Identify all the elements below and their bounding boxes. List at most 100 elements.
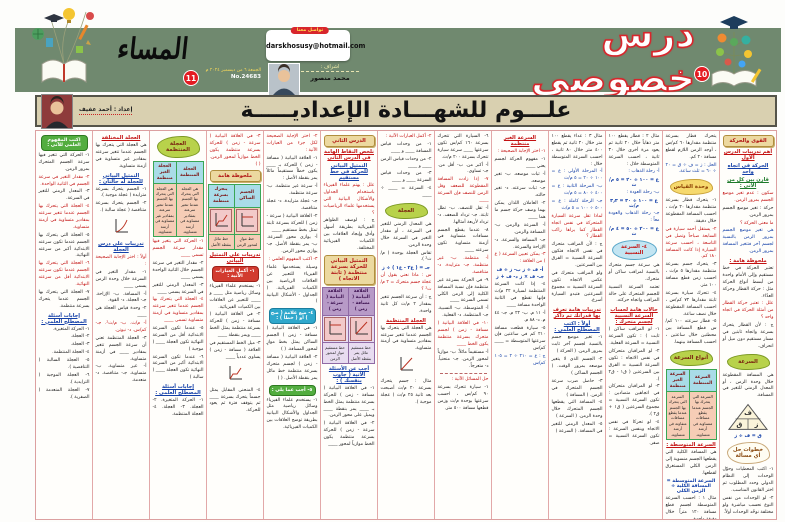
graph-caption-cell: خط مستقيم موازٍ لمحور الزمن xyxy=(321,342,349,364)
text-line: أ- أكبر من. ب- أقل من. جـ- تساوي. xyxy=(437,162,489,175)
body-column-6: ٦- السيارة التي تتحرك بسرعة ١٦٠ كم/س تكو… xyxy=(434,131,491,519)
red-heading: تدريبات على التمثيل البياني xyxy=(209,251,261,264)
graph-table-header-cell: العلاقة البيانية ( مسافة - زمن ) xyxy=(347,286,375,316)
blue-heading: أولاً : اكتب المصطلح العلمي : xyxy=(554,321,600,334)
formula-text: جـ- ف × ز د- ف + ز xyxy=(496,275,544,281)
text-line: يتحرك قطار بسرعة منتظمة مقدارها ٦٠ كم/س … xyxy=(665,134,717,160)
text-line: ٢- العجلة. xyxy=(70,334,90,340)
red-pill-label: ١- أكمل العبارات الآتية : xyxy=(211,265,259,282)
flying-books-illustration xyxy=(32,8,94,83)
table-header-cell: العجلة الغير منتظمة xyxy=(152,160,177,185)
contact-label: تواصل معنا xyxy=(290,27,330,34)
supervision-label: اشراف : xyxy=(301,64,359,72)
text-line: ١- مفهوم الحركة لجسم يعني ____ xyxy=(494,156,546,169)
comparison-table: السرعة المنتظمة السرعة الغير منتظمة السرعة… xyxy=(665,369,717,440)
answer-text: ب- رحلة العودة : xyxy=(626,190,660,196)
svg-text:ق: ق xyxy=(736,421,742,429)
green-pill-label: ٥- أجب عما يلي : xyxy=(268,384,316,396)
text-line: ٣- المعدل الزمني للتغير في السرعة يسمى _… xyxy=(152,282,204,295)
answer-text: ج : ع = ٢١٠ ÷ ٢ = ١٠٥ كم/س xyxy=(494,354,546,367)
text-line: أ- السرعة والزمن. ب- المسافة والزمن. xyxy=(494,222,546,235)
issue-date: الجمعة ٦ من ديسمبر ٢٠٢٤ م xyxy=(205,68,261,73)
contact-email[interactable]: darskhosusy@hotmail.com xyxy=(266,42,366,50)
graph-table: العلاقة البيانية ( مسافة - زمن ) العلاقة … xyxy=(321,286,375,364)
question-text: ٢- مقدار التغير في سرعة الجسم في الثانية… xyxy=(38,174,90,187)
text-line: ٣- من وحدات قياس السرعة ____ و ____ xyxy=(380,171,432,184)
text-line: ٤- العجلة المنتظمة. xyxy=(52,350,90,356)
text-line: ٦- السيارة التي تتحرك بسرعة ١٦٠ كم/س تكو… xyxy=(437,134,489,160)
text-line: تقاس العجلة بوحدة ( م/ث² ). xyxy=(380,250,432,263)
text-line: جـ- المسافة والسرعة. د- الإزاحة والسرعة. xyxy=(494,237,546,250)
question-text: لماذا تقل سرعة السيارة المتحركة في نفس ا… xyxy=(551,213,603,240)
author-name: إعداد : أحمد عفيف xyxy=(79,107,133,115)
question-text: ٧- إذا زادت المسافة المقطوعة للضعف وقل ا… xyxy=(437,177,489,204)
section-label-box: القوى والحركة xyxy=(722,135,774,147)
formula-text: أ- ف ÷ ز ب- ز ÷ ف xyxy=(496,268,544,274)
text-line: ٤- تتحرك سيارة بسرعة ثابتة مقدارها ٧٢ كم… xyxy=(665,290,717,317)
text-line: تعتمد السرعة النسبية للجسم المتحرك على ح… xyxy=(608,284,660,304)
text-line: ٥- العجلة التي يتحرك بها الجسم عندما تكو… xyxy=(38,232,90,259)
table-cell: السرعة التي يتحرك بها الجسم عندما يقطع م… xyxy=(688,391,717,440)
answer-text: جـ- رحلة الذهاب والعودة معاً : xyxy=(608,211,660,224)
question-text: ٣- يمكن تعيين السرعة ( ع ) من العلاقة : xyxy=(494,252,546,265)
green-pill-label: اكتب المفهوم العلمي للآتي : xyxy=(40,135,88,151)
table-cell: هي العجلة التي يتحرك بها الجسم عندما تتغ… xyxy=(175,183,204,238)
graph-table-graph-row xyxy=(207,206,261,235)
graph-cell xyxy=(207,206,235,235)
text-line: ٢- العلاقة البيانية ( مسافة - زمن ) لجسم… xyxy=(266,354,318,381)
body-column-13: اكتب المفهوم العلمي للآتي : ١- الحركة الت… xyxy=(36,131,92,519)
page-number-right: 10 xyxy=(694,66,710,82)
green-cloud-label: العجلة xyxy=(384,203,428,220)
table-cell: هي العجلة التي يتحرك بها الجسم عندما تتغ… xyxy=(152,183,177,238)
blue-heading: التمثيل البياني للحركة في خط مستقيم xyxy=(329,163,369,181)
page-title: درس خصوصى xyxy=(530,11,695,101)
text-line: ١- تغير موضع جسم بالنسبة لجسم آخر ثابت ب… xyxy=(551,335,603,355)
table-header-cell: العجلة المنتظمة xyxy=(175,160,204,185)
text-line: هي المعدل الزمني للتغير في السرعة ، أو م… xyxy=(380,222,432,248)
body-column-12: العجلة المختلفة هي العجلة التي يتحرك بها … xyxy=(92,131,149,519)
blue-heading: أجب عن الأسئلة الآتية ( جاوب بنفسك ) : xyxy=(328,365,370,384)
graph-table-caption-row: خط موازٍ لمحور الزمن خط مائل بنقطة الأصل xyxy=(207,233,261,250)
answer-text: الحل : ز = ف ÷ ق = ٢٠ ÷ ٦٠ = ثلث ساعة. xyxy=(665,162,717,175)
question-text: ٢- يستقل أحمد سيارة في السابعة صباحاً وت… xyxy=(665,226,717,260)
question-text: ٤- العجلة التي يتحرك بها الجسم عندما تتغ… xyxy=(38,204,90,230)
red-heading: السرعة المتوسطة : xyxy=(666,441,716,448)
table-header-row: العجلة المنتظمة العجلة الغير منتظمة xyxy=(152,160,204,185)
formula-text: السرعة المتوسطة = المسافة الكلية ÷ الزمن… xyxy=(666,479,716,495)
green-cloud-label: العجلة المنتظمة xyxy=(156,136,200,158)
header-band xyxy=(15,28,781,92)
issue-info: الجمعة ٦ من ديسمبر ٢٠٢٤ م No.24683 xyxy=(199,68,261,81)
yellow-cloud-label: وحدة القياس xyxy=(669,179,713,196)
supervision-block: اشراف : محمد منصور xyxy=(301,64,359,82)
red-heading: تدريبات هامة تعرف بها قدراتك ثم ذاكر xyxy=(553,307,601,320)
contact-box: تواصل معنا darskhosusy@hotmail.com xyxy=(266,27,366,61)
green-cloud-label: السرعة xyxy=(726,353,770,370)
text-line: هي العجلة التي يتحرك بها الجسم عندما تتغ… xyxy=(380,325,432,352)
text-line: ٤- المسافة التي يقطعها الجسم المتحرك خلا… xyxy=(551,400,603,420)
red-heading: أهم تدريبات الدرس الأول xyxy=(723,149,773,161)
text-line: ٣- المعدل الزمني للتغير في السرعة. xyxy=(38,189,90,202)
text-line: ١- الحركة التي تتغير فيها سرعة الجسم الم… xyxy=(38,153,90,172)
question-text: علل : يهتم علماء الفيزياء باستخدام الجدا… xyxy=(323,183,375,216)
text-line: ٣- لو المراقبان متحركان في اتجاهين متضاد… xyxy=(608,384,660,418)
text-line: ٤- السرعة = ____ ÷ ____ xyxy=(380,186,432,199)
red-heading: فكر معنا : xyxy=(723,519,774,520)
text-line: تعتبر الحركة في خط مستقيم وإلى الأمام وا… xyxy=(722,266,774,299)
comparison-table: العجلة المنتظمة العجلة الغير منتظمة هي الع… xyxy=(152,160,204,238)
graph-table-header-row: الجسم الساكن يتحرك بسرعة منتظمة xyxy=(207,184,261,208)
question-text: ٢- أكمل العبارات الآتية : xyxy=(385,134,432,139)
red-heading: العجلة المختلفة xyxy=(101,135,141,141)
body-column-10: ٣- في العلاقة البيانية ( سرعة - زمن ) لل… xyxy=(206,131,263,519)
answer-text: أ- المرحلة الأولى : ع = ١٠٠ ÷ ٢٠ = ٥ م/ث xyxy=(551,169,603,182)
text-line: ٢- العلاقة البيانية ( سرعة - زمن ) للحرك… xyxy=(266,213,318,233)
section-label-box: الدرس الثاني xyxy=(323,135,375,147)
question-text: ما معنى الحركة ؟ xyxy=(740,220,774,226)
table-header-row: السرعة المنتظمة السرعة الغير منتظمة xyxy=(665,369,717,393)
text-line: مثال : جسم يتحرك بسرعة ٢٠ م/ث أصبحت بعد … xyxy=(380,379,432,405)
text-line: ١- سيارة تتحرك بسرعة ٩٠ كم/س ، احسب سرعت… xyxy=(437,385,489,411)
text-line: ٤- لو تحركا في نفس الاتجاه وبنفس السرعة … xyxy=(608,419,660,446)
supervisor-photo xyxy=(268,63,300,96)
mini-graph xyxy=(381,355,432,377)
